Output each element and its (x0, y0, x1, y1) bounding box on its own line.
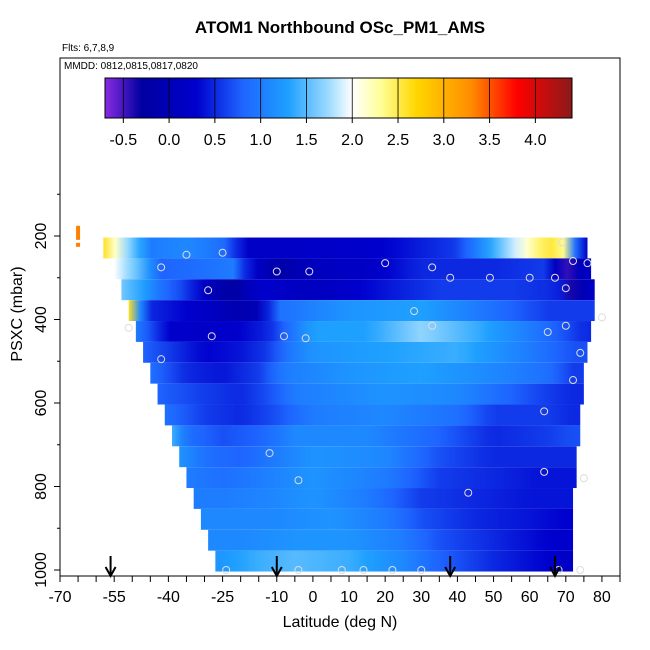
arrow-head (104, 566, 117, 579)
sample-circle (576, 566, 585, 574)
flights-note: Flts: 6,7,8,9 (62, 43, 115, 54)
sample-circle (157, 355, 166, 364)
sample-circle (576, 348, 585, 357)
sample-circle (446, 273, 455, 282)
sample-circle (583, 259, 592, 268)
heatmap-layer (215, 550, 574, 572)
sample-circle (265, 449, 274, 458)
sample-circle (540, 467, 549, 476)
sample-circle (218, 248, 227, 257)
colorbar-tick-label: 1.0 (250, 132, 272, 149)
colorbar-tick-label: 4.0 (524, 132, 546, 149)
sample-circle (157, 263, 166, 272)
heatmap-layer (121, 279, 595, 301)
y-tick-label: 600 (33, 390, 50, 417)
y-tick-label: 400 (33, 306, 50, 333)
heatmap-layer (135, 321, 592, 342)
x-tick-label: 80 (593, 589, 611, 606)
sample-circle (558, 238, 567, 247)
y-axis-label: PSXC (mbar) (9, 266, 26, 362)
x-tick-label: 70 (557, 589, 575, 606)
heatmap-layer (143, 341, 588, 363)
colorbar-tick-label: 2.5 (387, 132, 409, 149)
x-axis-label: Latitude (deg N) (282, 614, 398, 631)
sample-circle (417, 566, 426, 574)
y-tick-label: 200 (33, 223, 50, 250)
colorbar-tick-label: 0.0 (158, 132, 180, 149)
sample-circle (569, 257, 578, 266)
x-tick-label: -25 (211, 589, 234, 606)
sample-circle (359, 566, 368, 574)
sample-circle (272, 267, 281, 276)
sample-circle (182, 250, 191, 259)
x-tick-label: -10 (265, 589, 288, 606)
x-tick-label: 50 (485, 589, 503, 606)
sample-circle (388, 566, 397, 574)
sample-circle (525, 273, 534, 282)
heatmap-layer (103, 237, 588, 259)
sample-circle (222, 566, 231, 574)
sample-circle (543, 328, 552, 337)
sample-circle (301, 334, 310, 343)
colorbar-tick-label: 2.0 (341, 132, 363, 149)
heatmap-layer (200, 508, 574, 530)
y-tick-label: 800 (33, 473, 50, 500)
sample-circle (410, 307, 419, 316)
colorbar-tick-label: 3.0 (433, 132, 455, 149)
colorbar (104, 77, 573, 119)
sample-circle (579, 474, 588, 483)
sample-circle (428, 321, 437, 330)
heatmap-layer (186, 467, 577, 489)
heatmap-layer (164, 404, 581, 426)
sample-circle (485, 273, 494, 282)
sample-circle (305, 267, 314, 276)
sample-circle (207, 332, 216, 341)
x-tick-label: 30 (412, 589, 430, 606)
heatmap-layer (114, 258, 592, 280)
x-tick-label: -40 (157, 589, 180, 606)
heatmap-layer (179, 446, 577, 468)
sample-circle (561, 284, 570, 293)
heatmap-layer (157, 383, 584, 405)
x-tick-label: -70 (48, 589, 71, 606)
sample-circle (280, 332, 288, 341)
heatmap-layer (150, 362, 584, 384)
sample-circle (337, 566, 346, 574)
x-tick-label: -55 (103, 589, 126, 606)
sample-circle (124, 323, 133, 332)
sample-circle (428, 263, 437, 272)
colorbar-tick-label: 3.5 (478, 132, 500, 149)
sample-circle (294, 476, 303, 485)
chart-title: ATOM1 Northbound OSc_PM1_AMS (194, 18, 486, 37)
dates-note: MMDD: 0812,0815,0817,0820 (64, 61, 198, 72)
heatmap-layer (128, 300, 595, 322)
heatmap-layer (193, 488, 574, 509)
sample-circle (381, 259, 390, 268)
sample-circle (561, 321, 570, 330)
x-tick-label: 0 (308, 589, 317, 606)
sample-circle (294, 566, 303, 574)
exclaim-dot (76, 242, 81, 247)
exclaim-bar (76, 225, 81, 240)
arrow-head (549, 566, 561, 579)
sample-circle (569, 376, 578, 385)
sample-circle (597, 313, 606, 322)
sample-circle (204, 286, 213, 295)
colorbar-tick-label: 0.5 (204, 132, 226, 149)
y-tick-label: 1000 (33, 552, 50, 588)
x-tick-label: 60 (521, 589, 539, 606)
x-tick-label: 10 (340, 589, 358, 606)
sample-circle (550, 273, 559, 282)
x-tick-label: 40 (449, 589, 467, 606)
heatmap-layer (172, 425, 581, 447)
arrow-head (444, 566, 457, 579)
sample-circle (540, 407, 549, 416)
sample-circle (464, 488, 473, 497)
x-tick-label: 20 (376, 589, 394, 606)
colorbar-tick-label: 1.5 (295, 132, 317, 149)
plot-frame (59, 57, 621, 577)
colorbar-tick-label: -0.5 (110, 132, 138, 149)
heatmap-layer (208, 529, 574, 551)
